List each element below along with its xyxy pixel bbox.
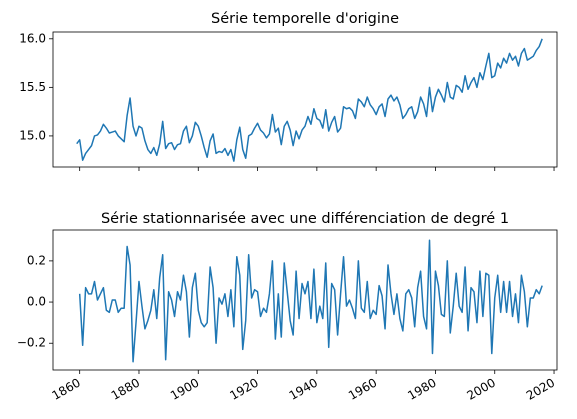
plot-frame [52,229,558,371]
x-tick-label: 1860 [49,376,82,403]
plot-frame [52,31,558,168]
y-tick-label: 15.5 [19,80,46,94]
x-tick-label: 2020 [524,376,557,403]
chart-title: Série temporelle d'origine [211,11,399,27]
x-tick-label: 1920 [227,376,260,403]
series-line [78,239,543,363]
x-tick-label: 2000 [465,376,498,403]
x-tick-label: 1880 [109,376,142,403]
y-tick-label: 0.2 [27,253,46,267]
x-tick-label: 1960 [346,376,379,403]
x-tick-label: 1900 [168,376,201,403]
y-tick-label: 15.0 [19,128,46,142]
y-tick-label: −0.2 [17,336,46,350]
y-tick-label: 0.0 [27,295,46,309]
chart-title: Série stationnarisée avec une différenci… [101,211,509,227]
x-tick-label: 1980 [405,376,438,403]
series-line [76,38,543,162]
x-tick-label: 1940 [287,376,320,403]
y-tick-label: 16.0 [19,31,46,45]
